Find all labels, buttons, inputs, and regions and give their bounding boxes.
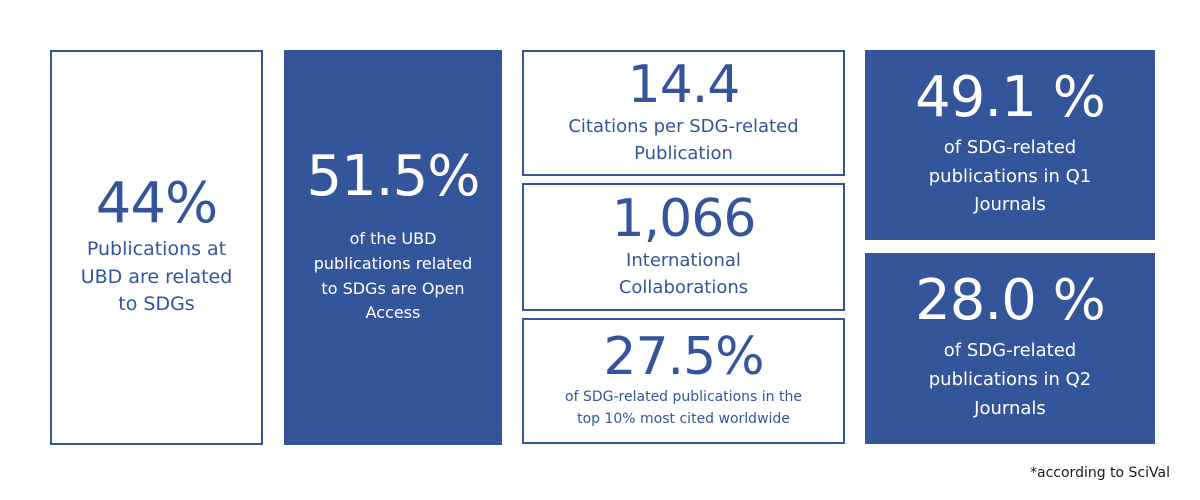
stat-value: 49.1 % [915,64,1106,130]
stat-label: Publications at UBD are related to SDGs [80,238,233,316]
stat-label: Citations per SDG-related Publication [568,116,799,164]
stat-value: 14.4 [627,55,741,115]
stat-card-open-access: 51.5% of the UBD publications related to… [284,50,502,445]
stat-card-q1-journals: 49.1 % of SDG-related publications in Q1… [865,50,1155,240]
stat-label: of SDG-related publications in Q2 Journa… [928,340,1092,419]
stat-value: 44% [95,171,218,237]
stat-card-top-cited: 27.5% of SDG-related publications in the… [522,318,845,444]
stat-label: International Collaborations [618,250,749,298]
stat-value: 51.5% [306,143,481,209]
source-footnote: *according to SciVal [1030,465,1170,481]
stat-label: of the UBD publications related to SDGs … [313,228,473,323]
stat-card-sdg-publications: 44% Publications at UBD are related to S… [50,50,263,445]
stat-value: 27.5% [603,327,764,388]
stat-card-citations: 14.4 Citations per SDG-related Publicati… [522,50,845,176]
stat-label: of SDG-related publications in the top 1… [565,389,802,427]
stat-label: of SDG-related publications in Q1 Journa… [928,136,1092,216]
stat-card-collaborations: 1,066 International Collaborations [522,183,845,311]
stat-card-q2-journals: 28.0 % of SDG-related publications in Q2… [865,253,1155,444]
stat-value: 28.0 % [915,268,1106,334]
stat-value: 1,066 [611,189,757,249]
